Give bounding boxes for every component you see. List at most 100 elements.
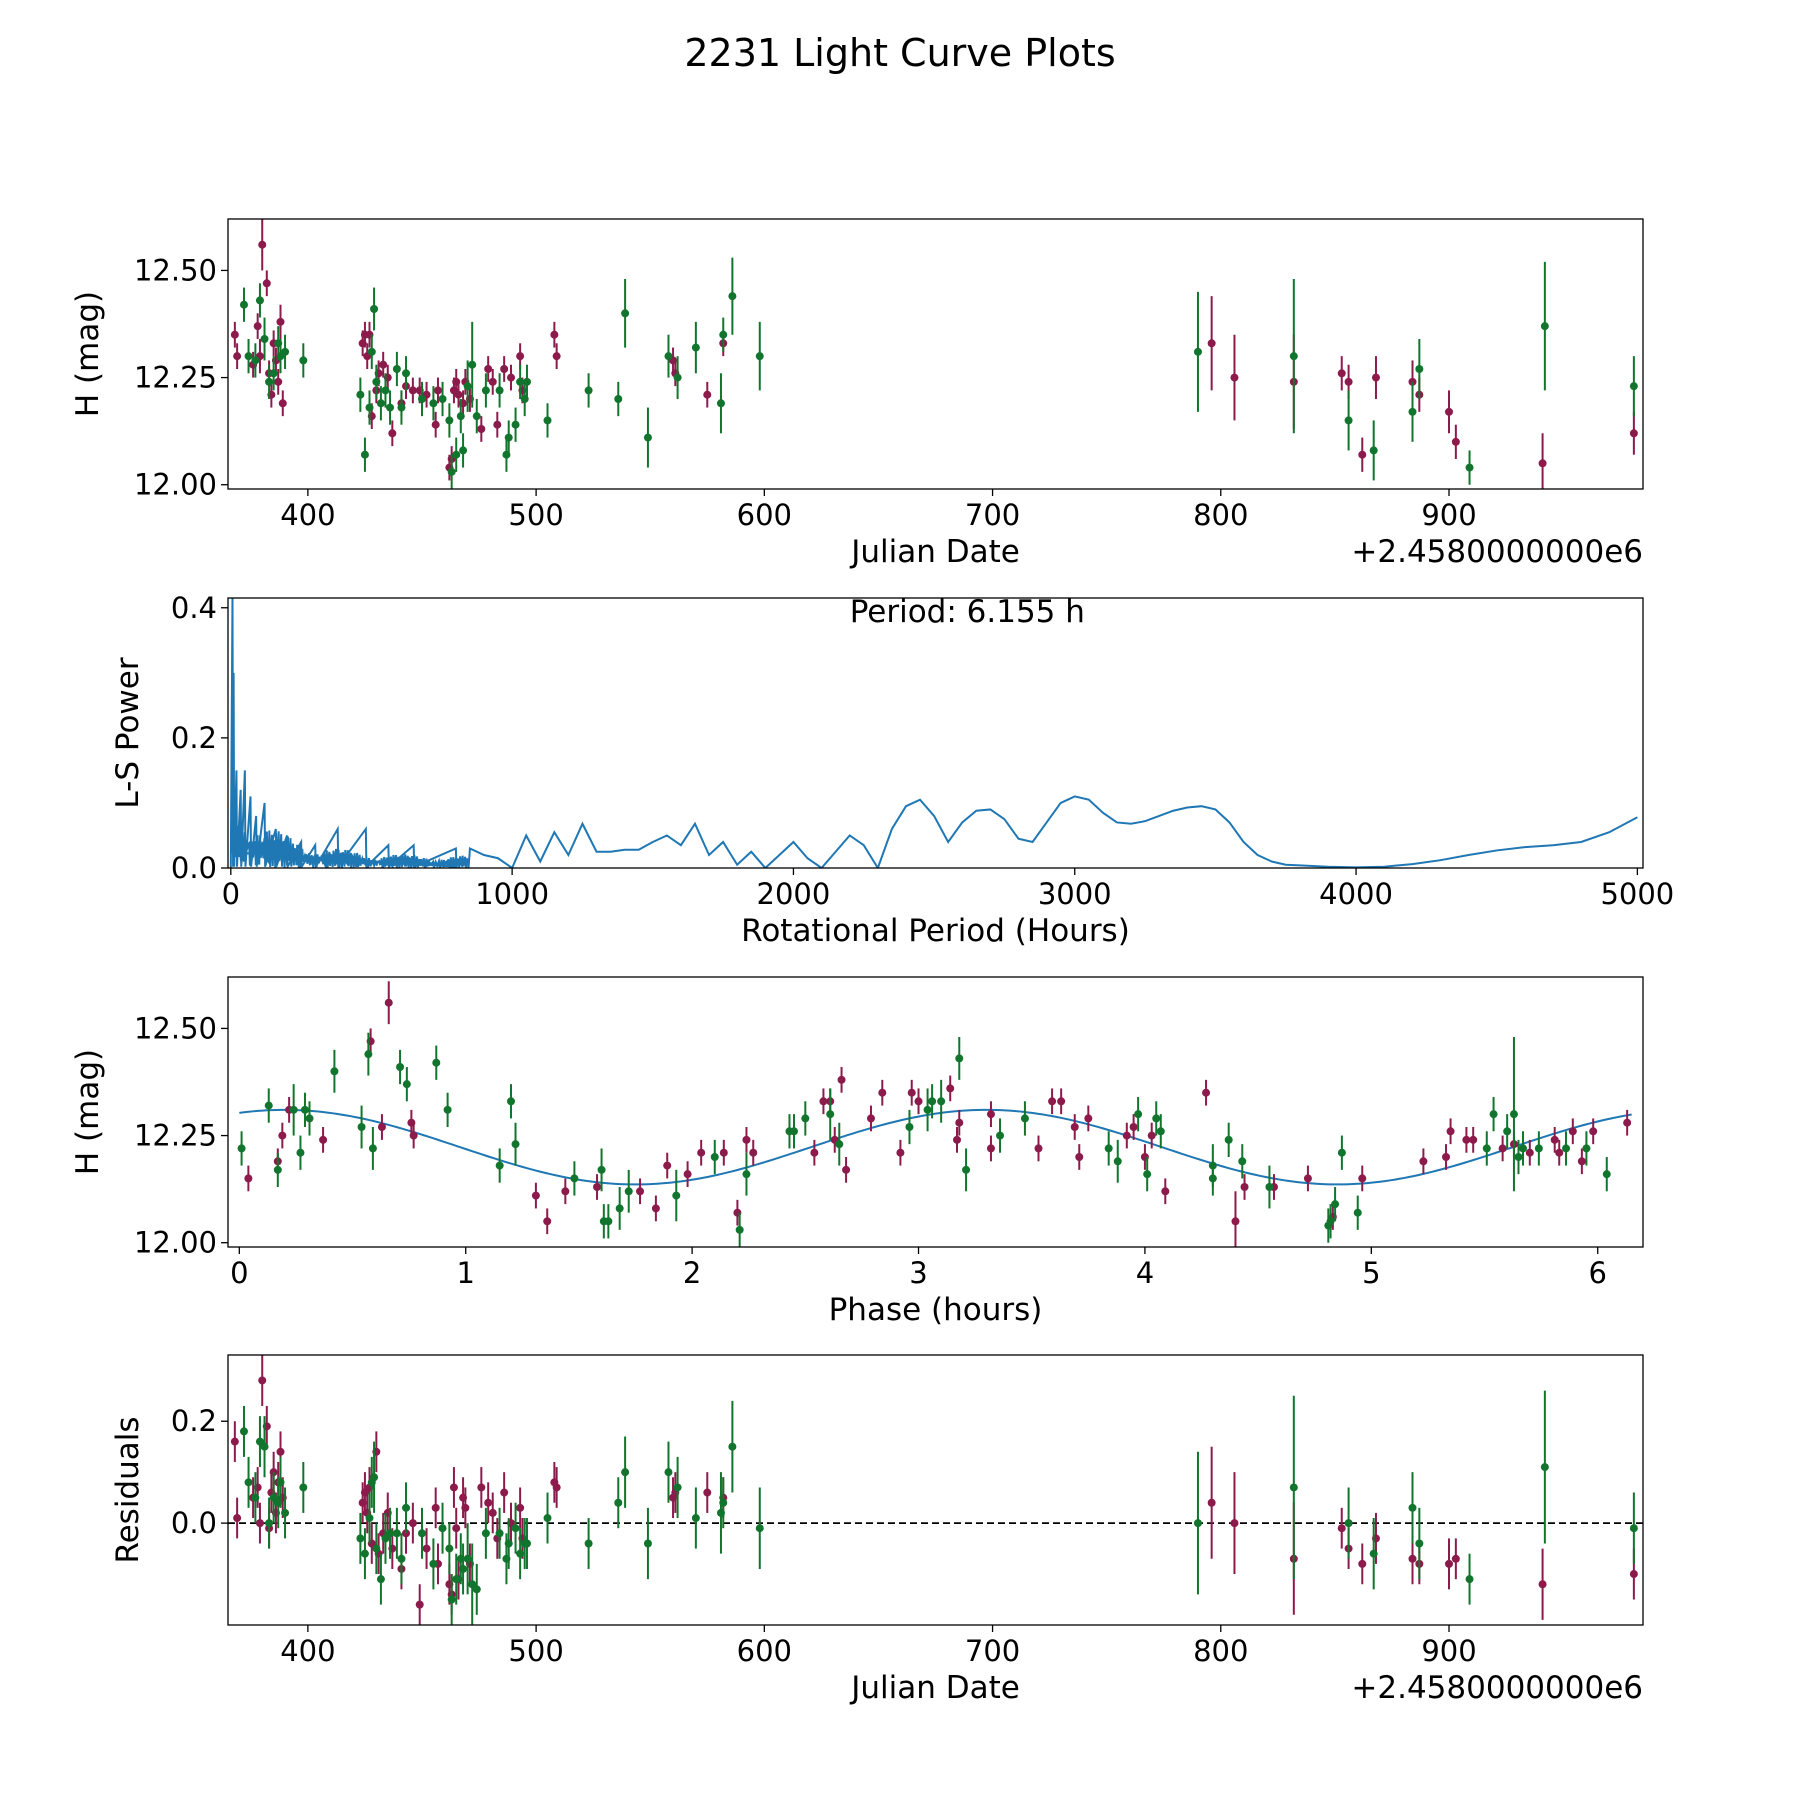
data-point (330, 1067, 339, 1076)
data-point (1415, 1539, 1424, 1548)
series-1 (230, 219, 1638, 489)
data-point (454, 390, 463, 399)
model-curve (239, 1108, 1632, 1186)
data-point (468, 360, 477, 369)
data-point (755, 1524, 764, 1533)
data-point (456, 412, 465, 421)
data-point (433, 386, 442, 395)
data-point (1371, 373, 1380, 382)
data-point (381, 386, 390, 395)
data-point (1602, 1170, 1611, 1179)
data-point (432, 1058, 441, 1067)
x-axis-label: Julian Date (849, 534, 1020, 570)
data-point (477, 1483, 486, 1492)
y-tick-label: 12.25 (134, 361, 217, 395)
data-point (431, 420, 440, 429)
data-point (1408, 1503, 1417, 1512)
data-point (1629, 429, 1638, 438)
data-point (1230, 1519, 1239, 1528)
data-point (507, 373, 515, 382)
x-tick-label: 700 (965, 498, 1020, 532)
data-point (673, 1483, 682, 1492)
data-point (264, 1101, 273, 1110)
data-point (1589, 1127, 1598, 1136)
data-point (402, 1503, 411, 1512)
data-point (376, 399, 385, 408)
y-axis-label: Residuals (110, 1416, 146, 1563)
data-point (1020, 1114, 1029, 1123)
data-point (459, 446, 468, 455)
axes-frame (227, 1354, 1644, 1626)
data-point (1498, 1144, 1507, 1153)
data-point (719, 1148, 728, 1157)
x-tick-label: 3000 (1038, 877, 1112, 911)
data-point (388, 429, 397, 438)
data-point (500, 1488, 509, 1497)
data-point (1152, 1114, 1161, 1123)
x-offset-label: +2.4580000000e6 (1351, 1670, 1643, 1706)
data-point (755, 352, 764, 361)
data-point (468, 1580, 477, 1589)
data-point (835, 1140, 844, 1149)
data-point (1577, 1157, 1586, 1166)
data-point (584, 1539, 593, 1548)
data-point (1202, 1088, 1211, 1097)
data-point (1503, 1127, 1512, 1136)
data-point (504, 433, 513, 442)
data-point (719, 330, 728, 339)
data-point (1240, 1183, 1249, 1191)
x-tick-label: 500 (508, 498, 563, 532)
data-point (1555, 1148, 1564, 1157)
data-point (1230, 373, 1239, 382)
data-point (356, 1534, 365, 1543)
data-point (703, 1488, 712, 1497)
data-point (392, 1529, 401, 1538)
data-point (570, 1174, 579, 1183)
data-point (703, 390, 712, 399)
data-point (372, 377, 381, 386)
data-point (1568, 1127, 1577, 1136)
data-point (986, 1144, 995, 1153)
data-point (1489, 1110, 1498, 1119)
data-point (826, 1110, 835, 1119)
data-point (299, 356, 308, 365)
data-point (255, 1519, 264, 1528)
data-point (233, 1514, 242, 1523)
data-point (463, 382, 472, 391)
data-point (1344, 377, 1353, 386)
data-point (255, 1437, 264, 1446)
x-axis-label: Phase (hours) (829, 1292, 1043, 1328)
x-tick-label: 4 (1136, 1256, 1154, 1290)
data-point (463, 1554, 472, 1563)
data-point (543, 1217, 552, 1226)
data-point (923, 1105, 932, 1114)
data-point (1408, 407, 1417, 416)
x-tick-label: 600 (737, 1634, 792, 1668)
data-point (691, 343, 700, 352)
x-tick-label: 1000 (475, 877, 549, 911)
data-point (504, 1539, 513, 1548)
data-point (597, 1165, 606, 1174)
data-point (1238, 1157, 1247, 1166)
data-point (438, 1524, 447, 1533)
data-point (1075, 1153, 1084, 1161)
data-point (262, 279, 271, 288)
data-point (914, 1097, 923, 1106)
data-point (697, 1148, 706, 1157)
plot-area (237, 981, 1632, 1247)
data-point (251, 356, 260, 365)
x-tick-label: 5000 (1600, 877, 1674, 911)
x-tick-label: 4000 (1319, 877, 1393, 911)
data-point (1623, 1118, 1632, 1127)
data-point (484, 365, 493, 373)
data-point (1156, 1127, 1165, 1136)
data-point (624, 1187, 633, 1196)
data-point (251, 1493, 260, 1502)
data-point (1353, 1208, 1362, 1217)
data-point (472, 412, 481, 421)
data-point (1337, 1148, 1346, 1157)
data-point (1034, 1144, 1043, 1153)
data-point (447, 467, 456, 476)
data-point (1419, 1157, 1428, 1166)
